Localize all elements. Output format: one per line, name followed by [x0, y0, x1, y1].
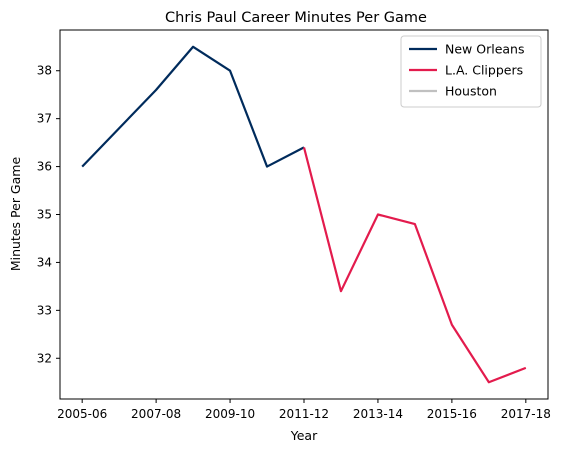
- legend-label: New Orleans: [445, 42, 524, 57]
- legend-box: [400, 35, 542, 108]
- legend-label: L.A. Clippers: [445, 63, 523, 78]
- y-tick-label: 38: [37, 64, 52, 78]
- y-tick-label: 34: [37, 255, 52, 269]
- y-tick-label: 33: [37, 303, 52, 317]
- y-tick-label: 35: [37, 208, 52, 222]
- y-axis: 32 33 34 35 36 37 38: [37, 64, 60, 365]
- y-tick-label: 32: [37, 351, 52, 365]
- x-axis-label: Year: [290, 428, 318, 443]
- y-tick-label: 36: [37, 160, 52, 174]
- x-tick-label: 2013-14: [353, 407, 403, 421]
- y-axis-label: Minutes Per Game: [8, 157, 23, 272]
- series-line-new-orleans: [81, 45, 305, 168]
- chart-title: Chris Paul Career Minutes Per Game: [165, 10, 427, 26]
- y-tick-label: 37: [37, 112, 52, 126]
- legend-label: Houston: [445, 84, 497, 99]
- x-tick-label: 2011-12: [279, 407, 329, 421]
- x-tick-label: 2007-08: [131, 407, 181, 421]
- x-axis: 2005-06 2007-08 2009-10 2011-12 2013-14 2015-…: [57, 399, 551, 421]
- x-tick-label: 2015-16: [427, 407, 477, 421]
- series-layer: [81, 45, 527, 384]
- x-tick-label: 2005-06: [57, 407, 107, 421]
- x-tick-label: 2009-10: [205, 407, 255, 421]
- x-tick-label: 2017-18: [501, 407, 551, 421]
- legend: New Orleans L.A. Clippers Houston: [400, 35, 542, 108]
- series-line-l-a-clippers: [302, 147, 527, 384]
